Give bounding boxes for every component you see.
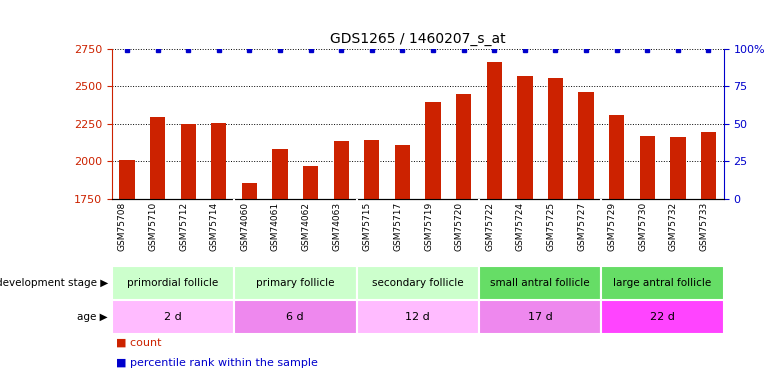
Text: GSM75715: GSM75715 [363,202,372,251]
Bar [180,124,196,199]
Text: small antral follicle: small antral follicle [490,278,590,288]
Bar [517,76,533,199]
Text: 6 d: 6 d [286,312,304,322]
Bar [112,266,234,300]
Text: 17 d: 17 d [527,312,553,322]
Bar [670,137,685,199]
Bar [234,300,357,334]
Bar [333,141,349,199]
Text: GSM74063: GSM74063 [332,202,341,251]
Bar [479,300,601,334]
Text: GSM75708: GSM75708 [118,202,127,251]
Text: secondary follicle: secondary follicle [372,278,464,288]
Text: 12 d: 12 d [405,312,430,322]
Text: GSM75724: GSM75724 [516,202,525,251]
Text: GSM75714: GSM75714 [209,202,219,251]
Text: 2 d: 2 d [164,312,182,322]
Title: GDS1265 / 1460207_s_at: GDS1265 / 1460207_s_at [330,32,506,46]
Text: GSM75722: GSM75722 [485,202,494,251]
Text: GSM75712: GSM75712 [179,202,188,251]
Bar [609,115,624,199]
Bar [701,132,716,199]
Text: primary follicle: primary follicle [256,278,334,288]
Bar [487,62,502,199]
Bar [364,140,380,199]
Bar [601,266,724,300]
Bar [234,266,357,300]
Bar [150,117,166,199]
Text: GSM75719: GSM75719 [424,202,433,251]
Bar [479,266,601,300]
Bar [211,123,226,199]
Text: GSM75727: GSM75727 [577,202,586,251]
Bar [601,300,724,334]
Bar [357,300,479,334]
Text: GSM75730: GSM75730 [638,202,648,251]
Bar [273,149,288,199]
Bar [242,183,257,199]
Text: GSM74060: GSM74060 [240,202,249,251]
Bar [119,160,135,199]
Bar [395,145,410,199]
Bar [640,136,655,199]
Bar [578,92,594,199]
Text: GSM74062: GSM74062 [302,202,310,251]
Text: ■ count: ■ count [116,338,161,348]
Bar [547,78,563,199]
Text: 22 d: 22 d [650,312,675,322]
Bar [425,102,440,199]
Text: ■ percentile rank within the sample: ■ percentile rank within the sample [116,358,317,368]
Text: development stage ▶: development stage ▶ [0,278,108,288]
Text: primordial follicle: primordial follicle [127,278,219,288]
Bar [357,266,479,300]
Bar [303,166,318,199]
Text: GSM75710: GSM75710 [149,202,158,251]
Text: GSM75717: GSM75717 [393,202,403,251]
Text: age ▶: age ▶ [77,312,108,322]
Text: GSM75720: GSM75720 [454,202,464,251]
Text: GSM75732: GSM75732 [669,202,678,251]
Text: large antral follicle: large antral follicle [614,278,711,288]
Bar [112,300,234,334]
Text: GSM75729: GSM75729 [608,202,617,251]
Text: GSM75733: GSM75733 [699,202,708,251]
Text: GSM74061: GSM74061 [271,202,280,251]
Text: GSM75725: GSM75725 [547,202,555,251]
Bar [456,94,471,199]
